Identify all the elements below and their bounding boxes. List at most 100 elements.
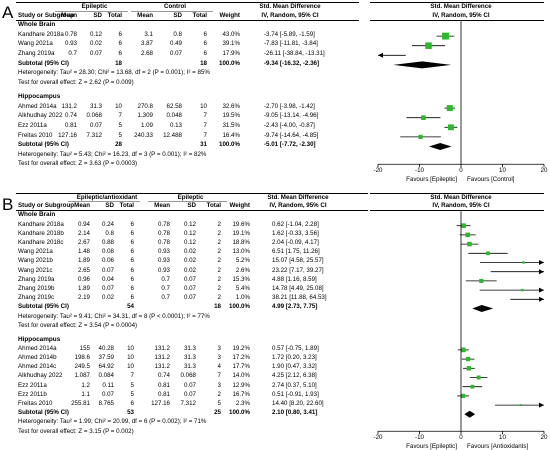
mean2-value: 3.87 xyxy=(140,40,153,48)
subtotal-weight: 100.0% xyxy=(219,141,240,149)
weight-value: 2.3% xyxy=(235,400,250,407)
plot-header-top-rule xyxy=(370,193,544,194)
study-name: Kandhare 2018a xyxy=(18,220,64,228)
subtotal-total1: 53 xyxy=(127,409,134,417)
total1-value: 6 xyxy=(130,285,134,292)
total2-value: 2 xyxy=(217,390,221,398)
subtotal-total2: 18 xyxy=(200,59,207,67)
ci-arrow-right xyxy=(539,287,544,293)
effect-title: Std. Mean Difference xyxy=(259,3,321,10)
sd1-value: 40.28 xyxy=(98,344,114,352)
sd2-value: 0.02 xyxy=(183,248,196,256)
sd2-value: 62.58 xyxy=(166,102,182,110)
weight-value: 5.4% xyxy=(235,285,250,292)
study-effect-square xyxy=(476,375,481,380)
sd1-value: 0.02 xyxy=(101,294,114,302)
ci-value: 1.62 [-0.33, 3.56] xyxy=(272,229,319,237)
mean1-value: 0.74 xyxy=(64,112,77,120)
ci-arrow-right xyxy=(539,269,544,275)
mean2-value: 0.78 xyxy=(157,239,170,246)
sd2-value: 0.12 xyxy=(183,220,196,228)
group1-header: Epileptic/antioxidant xyxy=(76,194,138,201)
mean1-header: Mean xyxy=(74,202,90,210)
header-bottom-rule xyxy=(16,20,359,22)
total1-value: 5 xyxy=(130,381,134,389)
ci-value: 6.51 [1.75, 11.26] xyxy=(272,248,320,256)
x-axis-tick-label: 10 xyxy=(499,167,506,175)
x-axis-tick-label: -20 xyxy=(373,434,383,442)
sd2-value: 0.048 xyxy=(166,112,182,120)
subtotal-diamond xyxy=(472,305,494,312)
study-column-header: Study or Subgroup xyxy=(18,202,75,210)
study-effect-square xyxy=(446,105,453,112)
study-name: Wang 2021a xyxy=(18,248,53,256)
total1-value: 6 xyxy=(130,257,134,265)
study-effect-square xyxy=(461,223,466,229)
sd2-value: 0.8 xyxy=(173,30,182,38)
total1-value: 6 xyxy=(130,239,134,246)
total1-value: 6 xyxy=(130,294,134,302)
study-name: Ahmed 2014b xyxy=(18,354,57,361)
study-name: Ezz 2011a xyxy=(18,381,47,389)
sd2-value: 31.3 xyxy=(183,354,196,361)
total1-value: 5 xyxy=(118,122,122,129)
study-effect-square xyxy=(521,288,524,292)
overall-effect-text: Test for overall effect: Z = 2.62 (P = 0… xyxy=(18,78,134,86)
plot-header-top-rule xyxy=(370,2,544,3)
total1-value: 10 xyxy=(127,344,134,352)
subtotal-ci: 2.10 [0.80, 3.41] xyxy=(272,409,318,417)
sd1-value: 0.02 xyxy=(89,40,102,48)
subtotal-diamond xyxy=(464,410,476,418)
ci-value: 38.21 [11.88, 64.53] xyxy=(272,294,327,302)
plot-header-bottom-rule xyxy=(370,20,544,22)
effect-title: Std. Mean Difference xyxy=(267,194,329,201)
x-axis-tick-label: -10 xyxy=(415,167,424,175)
total2-value: 4 xyxy=(217,363,221,371)
plot-title: Std. Mean Difference xyxy=(430,3,492,10)
total2-value: 6 xyxy=(203,50,207,57)
mean2-value: 2.68 xyxy=(140,50,153,57)
mean2-value: 131.2 xyxy=(154,363,170,371)
study-name: Wang 2021a xyxy=(18,40,53,48)
sd1-value: 0.06 xyxy=(101,257,114,265)
subgroup-title: Hippocampus xyxy=(18,335,61,343)
study-effect-square xyxy=(418,134,423,140)
header-top-rule xyxy=(16,2,359,3)
plot-header-bottom-rule xyxy=(370,210,544,212)
mean2-value: 0.7 xyxy=(161,294,170,302)
weight-value: 17.2% xyxy=(232,354,250,361)
total2-value: 7 xyxy=(203,122,207,129)
total1-value: 6 xyxy=(130,266,134,274)
weight-value: 15.3% xyxy=(232,275,250,283)
mean1-value: 255.81 xyxy=(71,400,90,407)
mean1-value: 131.2 xyxy=(61,102,77,110)
study-name: Ezz 2011b xyxy=(18,390,47,398)
sd1-value: 0.07 xyxy=(101,266,114,274)
ci-arrow-right xyxy=(539,296,544,302)
subtotal-total2: 18 xyxy=(214,303,221,311)
total2-value: 7 xyxy=(217,372,221,380)
subtotal-label: Subtotal (95% CI) xyxy=(18,409,69,417)
sd1-value: 64.92 xyxy=(98,363,114,371)
sd2-value: 12.488 xyxy=(163,131,182,139)
weight-value: 16.7% xyxy=(232,390,250,398)
ci-value: -9.05 [-13.14, -4.96] xyxy=(264,112,319,120)
sd1-value: 0.04 xyxy=(101,275,114,283)
ci-value: 0.51 [-0.91, 1.93] xyxy=(272,390,319,398)
total2-value: 6 xyxy=(203,40,207,48)
total1-value: 10 xyxy=(127,354,134,361)
total2-header: Total xyxy=(206,202,221,210)
mean2-header: Mean xyxy=(154,202,170,210)
study-name: Alkhudhay 2022 xyxy=(18,372,63,380)
sd1-value: 0.11 xyxy=(102,381,114,389)
study-effect-square xyxy=(425,42,432,49)
subtotal-weight: 100.0% xyxy=(219,59,240,67)
mean2-value: 240.33 xyxy=(134,131,153,139)
study-name: Kandhare 2018a xyxy=(18,30,64,38)
mean2-value: 270.8 xyxy=(137,102,153,110)
study-effect-square xyxy=(447,124,454,131)
weight-value: 43.0% xyxy=(222,30,240,38)
ci-value: -2.43 [-4.00, -0.87] xyxy=(264,122,315,129)
study-name: Zhang 2019b xyxy=(18,285,55,292)
total1-value: 6 xyxy=(130,275,134,283)
